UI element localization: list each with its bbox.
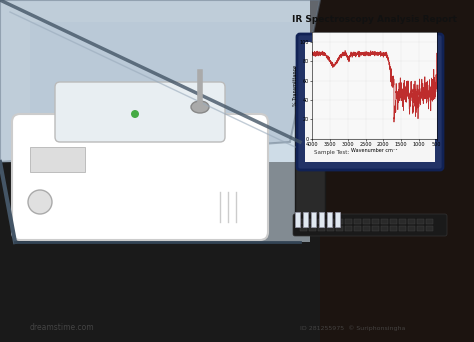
Bar <box>354 226 361 231</box>
Bar <box>381 226 388 231</box>
Bar <box>327 226 334 231</box>
X-axis label: Wavenumber cm⁻¹: Wavenumber cm⁻¹ <box>351 148 398 153</box>
Text: dreamstime.com: dreamstime.com <box>30 323 95 332</box>
Bar <box>426 226 433 231</box>
Text: IR Spectroscopy Analysis Report: IR Spectroscopy Analysis Report <box>292 15 457 24</box>
Bar <box>318 219 325 224</box>
Bar <box>417 226 424 231</box>
Text: ID 281255975  © Suriphonsingha: ID 281255975 © Suriphonsingha <box>300 325 405 331</box>
Bar <box>390 226 397 231</box>
Bar <box>390 219 397 224</box>
Bar <box>310 0 474 342</box>
Text: Sample Test:: Sample Test: <box>314 150 349 155</box>
FancyBboxPatch shape <box>293 214 447 236</box>
Circle shape <box>28 190 52 214</box>
Bar <box>30 22 310 242</box>
Bar <box>372 226 379 231</box>
Bar <box>354 219 361 224</box>
Bar <box>0 222 320 342</box>
FancyBboxPatch shape <box>12 114 268 240</box>
Bar <box>417 219 424 224</box>
Bar <box>399 219 406 224</box>
FancyBboxPatch shape <box>55 82 225 142</box>
Bar <box>311 212 316 227</box>
Bar <box>408 219 415 224</box>
Bar <box>426 219 433 224</box>
Bar <box>319 212 324 227</box>
Polygon shape <box>0 0 320 162</box>
Bar <box>345 219 352 224</box>
Bar <box>30 147 85 172</box>
Bar <box>295 67 325 227</box>
Bar <box>335 212 340 227</box>
Bar <box>372 219 379 224</box>
Bar <box>295 212 300 227</box>
Bar <box>327 219 334 224</box>
Ellipse shape <box>191 101 209 113</box>
Bar <box>305 42 435 162</box>
Bar <box>300 219 307 224</box>
Bar <box>381 219 388 224</box>
Circle shape <box>131 110 139 118</box>
Bar <box>0 0 474 162</box>
Bar <box>336 226 343 231</box>
Bar <box>408 226 415 231</box>
Bar <box>327 212 332 227</box>
FancyBboxPatch shape <box>297 34 443 170</box>
Bar <box>303 212 308 227</box>
Bar <box>345 226 352 231</box>
Bar <box>309 219 316 224</box>
Bar <box>300 226 307 231</box>
Y-axis label: % Transmittance: % Transmittance <box>293 65 298 106</box>
Bar <box>336 219 343 224</box>
Bar <box>363 219 370 224</box>
Bar <box>399 226 406 231</box>
Bar <box>318 226 325 231</box>
Bar <box>309 226 316 231</box>
Bar <box>363 226 370 231</box>
